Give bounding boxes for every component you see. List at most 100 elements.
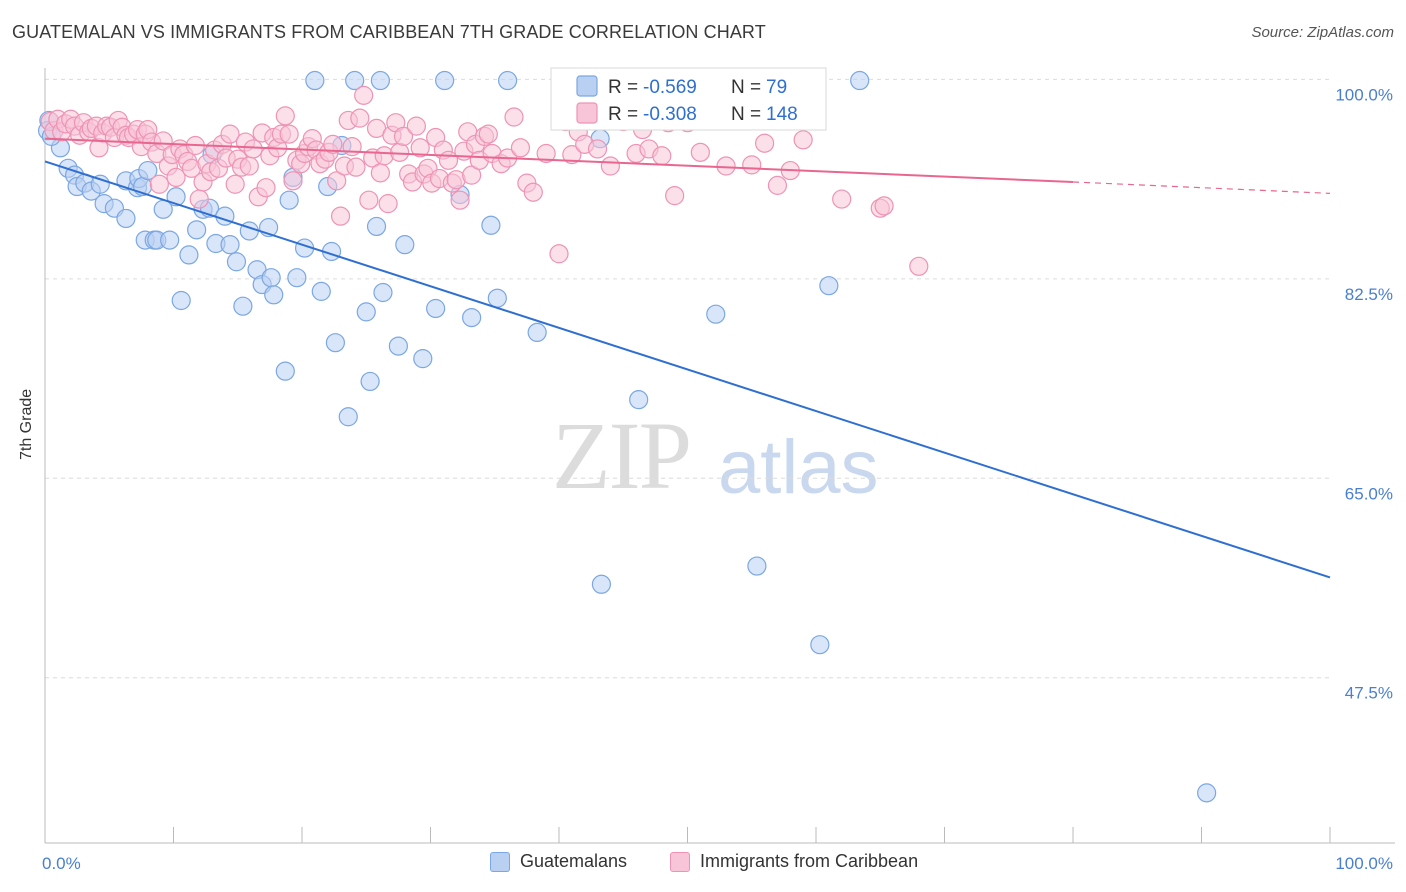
legend-r-value: -0.308: [643, 104, 697, 125]
data-point: [462, 165, 482, 185]
data-point: [350, 108, 370, 128]
chart-title: GUATEMALAN VS IMMIGRANTS FROM CARIBBEAN …: [12, 22, 766, 42]
data-point: [287, 268, 307, 288]
y-tick-label: 82.5%: [1345, 285, 1393, 304]
x-tick-label-max: 100.0%: [1335, 854, 1393, 873]
data-point: [233, 296, 253, 316]
data-point: [275, 361, 295, 381]
y-tick-label: 65.0%: [1345, 484, 1393, 503]
data-point: [850, 70, 870, 91]
data-point: [527, 322, 547, 343]
legend-r-label: R =: [608, 104, 638, 125]
data-point: [819, 276, 839, 296]
watermark-zip: ZIP: [552, 402, 692, 509]
data-point: [373, 282, 393, 303]
data-point: [523, 182, 543, 202]
data-point: [166, 167, 186, 188]
source-label: Source: ZipAtlas.com: [1251, 24, 1394, 41]
data-point: [370, 70, 390, 91]
data-point: [767, 175, 788, 195]
data-point: [354, 85, 374, 105]
data-point: [345, 70, 365, 91]
data-point: [370, 163, 390, 183]
series-caribbean-points: [40, 70, 929, 276]
legend-swatch-guatemalans: [490, 851, 510, 872]
data-point: [536, 143, 556, 164]
data-point: [742, 155, 762, 175]
y-tick-labels: 100.0% 82.5% 65.0% 47.5%: [1335, 85, 1393, 702]
bottom-legend: Guatemalans Immigrants from Caribbean: [0, 851, 1406, 879]
data-point: [138, 160, 158, 181]
data-point: [283, 171, 303, 191]
trend-lines: [44, 137, 1331, 579]
data-point: [116, 208, 136, 229]
legend-swatch: [576, 75, 598, 97]
data-point: [426, 298, 446, 319]
legend-swatch: [576, 102, 598, 124]
data-point: [187, 220, 207, 240]
legend-r-label: R =: [608, 77, 638, 98]
data-point: [149, 174, 169, 194]
data-point: [413, 349, 433, 369]
legend-n-label: N =: [731, 77, 761, 98]
legend-n-value: 148: [766, 104, 798, 125]
data-point: [410, 138, 430, 158]
data-point: [435, 70, 455, 91]
data-point: [275, 106, 295, 126]
data-point: [690, 142, 710, 162]
data-point: [330, 206, 351, 226]
data-point: [874, 196, 894, 216]
data-point: [481, 215, 501, 235]
data-point: [360, 371, 380, 392]
legend-label-caribbean: Immigrants from Caribbean: [700, 851, 919, 871]
data-point: [356, 302, 376, 322]
data-point: [279, 190, 299, 210]
data-point: [225, 174, 245, 194]
data-point: [239, 156, 259, 176]
data-point: [388, 336, 408, 356]
data-point: [338, 407, 358, 427]
watermark-atlas: atlas: [718, 425, 879, 510]
data-point: [261, 268, 281, 288]
data-point: [450, 190, 470, 210]
data-point: [487, 288, 507, 308]
data-point: [1197, 783, 1217, 803]
data-point: [243, 139, 263, 159]
data-point: [478, 124, 498, 144]
data-point: [716, 156, 736, 176]
data-point: [325, 333, 346, 353]
data-point: [342, 137, 362, 157]
data-point: [393, 126, 414, 146]
data-point: [189, 189, 209, 209]
data-point: [754, 133, 775, 153]
data-point: [359, 190, 379, 210]
axes: [44, 68, 1395, 844]
data-point: [406, 116, 426, 136]
data-point: [327, 171, 347, 191]
data-point: [264, 285, 284, 305]
data-point: [279, 124, 299, 144]
data-point: [220, 124, 240, 144]
data-point: [311, 281, 331, 301]
legend-n-label: N =: [731, 104, 761, 125]
data-point: [810, 635, 830, 655]
trend-line: [44, 160, 1331, 579]
data-point: [171, 290, 191, 311]
data-point: [747, 556, 767, 576]
data-point: [591, 574, 612, 594]
data-point: [504, 107, 524, 127]
data-point: [600, 156, 621, 176]
data-point: [226, 252, 247, 272]
correlation-legend: R = -0.569 N = 79 R = -0.308 N = 148: [550, 67, 827, 131]
data-point: [562, 145, 582, 165]
data-point: [305, 70, 325, 91]
data-point: [160, 230, 180, 250]
data-point: [395, 235, 415, 255]
data-point: [587, 139, 608, 159]
data-point: [153, 131, 173, 151]
data-point: [629, 390, 649, 410]
data-point: [549, 244, 569, 264]
x-tick-label-min: 0.0%: [42, 854, 81, 873]
trend-line: [44, 137, 1074, 183]
legend-swatch-caribbean: [670, 851, 690, 872]
